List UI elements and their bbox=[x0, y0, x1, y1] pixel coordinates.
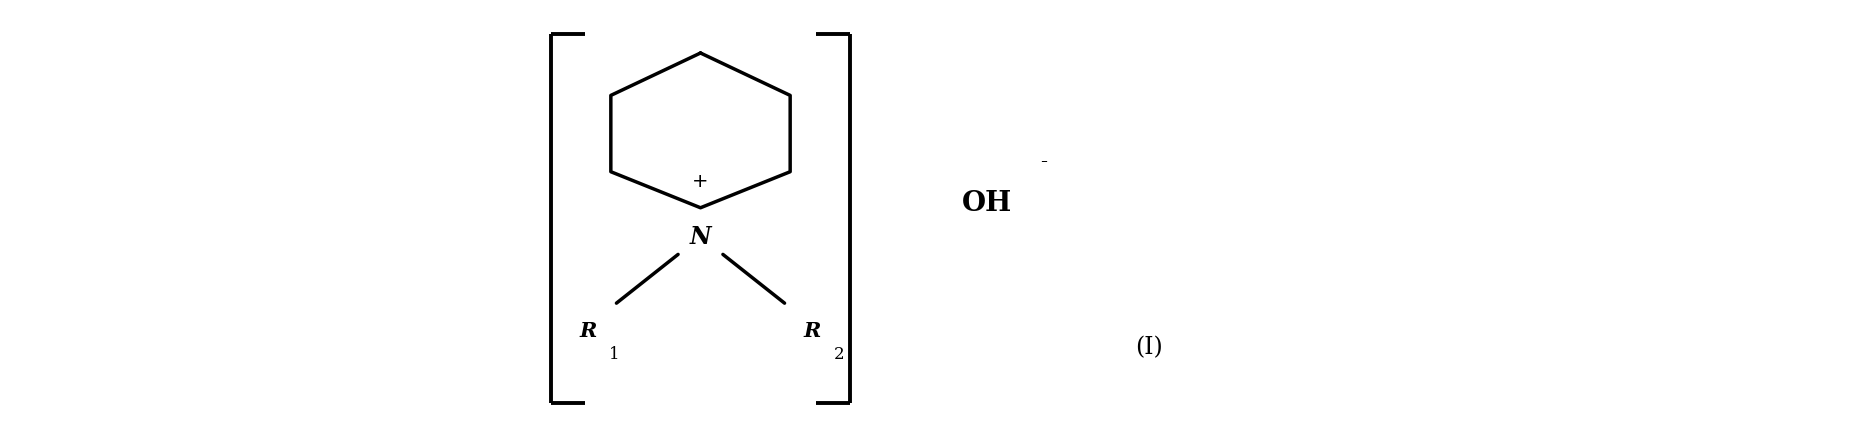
Text: 2: 2 bbox=[833, 346, 844, 363]
Text: (Ⅰ): (Ⅰ) bbox=[1136, 336, 1162, 359]
Text: R: R bbox=[579, 321, 598, 341]
Text: OH: OH bbox=[962, 190, 1012, 217]
Text: R: R bbox=[803, 321, 822, 341]
Text: -: - bbox=[1040, 152, 1048, 170]
Text: N: N bbox=[689, 226, 712, 249]
Text: +: + bbox=[693, 172, 708, 191]
Text: 1: 1 bbox=[609, 346, 620, 363]
